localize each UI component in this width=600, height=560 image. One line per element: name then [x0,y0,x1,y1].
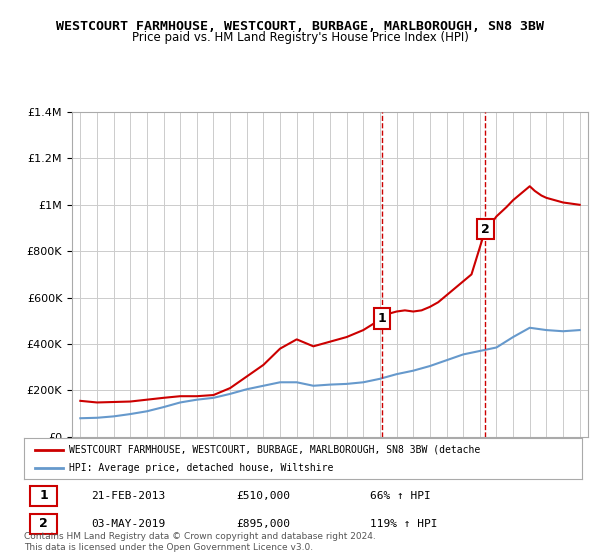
Text: 03-MAY-2019: 03-MAY-2019 [91,519,165,529]
Text: 119% ↑ HPI: 119% ↑ HPI [370,519,437,529]
Text: 21-FEB-2013: 21-FEB-2013 [91,491,165,501]
Text: Contains HM Land Registry data © Crown copyright and database right 2024.
This d: Contains HM Land Registry data © Crown c… [24,532,376,552]
Text: WESTCOURT FARMHOUSE, WESTCOURT, BURBAGE, MARLBOROUGH, SN8 3BW (detache: WESTCOURT FARMHOUSE, WESTCOURT, BURBAGE,… [68,445,480,455]
FancyBboxPatch shape [29,514,58,534]
Text: 2: 2 [481,223,490,236]
Text: WESTCOURT FARMHOUSE, WESTCOURT, BURBAGE, MARLBOROUGH, SN8 3BW: WESTCOURT FARMHOUSE, WESTCOURT, BURBAGE,… [56,20,544,32]
Text: Price paid vs. HM Land Registry's House Price Index (HPI): Price paid vs. HM Land Registry's House … [131,31,469,44]
FancyBboxPatch shape [29,486,58,506]
Text: £895,000: £895,000 [236,519,290,529]
Text: HPI: Average price, detached house, Wiltshire: HPI: Average price, detached house, Wilt… [68,463,333,473]
Text: 1: 1 [377,312,386,325]
Text: 2: 2 [39,517,48,530]
Text: £510,000: £510,000 [236,491,290,501]
Text: 66% ↑ HPI: 66% ↑ HPI [370,491,431,501]
Text: 1: 1 [39,489,48,502]
